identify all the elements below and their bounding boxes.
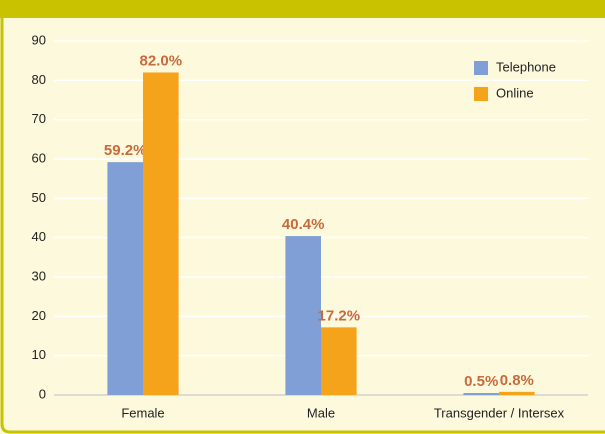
- bar: [285, 236, 321, 395]
- bar: [143, 72, 179, 395]
- x-tick-label: Transgender / Intersex: [434, 405, 565, 420]
- y-tick-label: 40: [32, 229, 46, 244]
- y-tick-label: 20: [32, 308, 46, 323]
- bar: [463, 393, 499, 395]
- bar: [321, 327, 357, 395]
- y-tick-label: 10: [32, 347, 46, 362]
- legend-label: Online: [496, 85, 534, 100]
- x-tick-label: Male: [307, 405, 335, 420]
- y-tick-label: 80: [32, 72, 46, 87]
- legend-label: Telephone: [496, 59, 556, 74]
- value-label: 82.0%: [140, 52, 183, 69]
- bar: [499, 391, 535, 395]
- y-tick-label: 90: [32, 32, 46, 47]
- value-label: 0.8%: [500, 372, 534, 389]
- value-label: 0.5%: [464, 373, 498, 390]
- legend-swatch: [474, 61, 488, 75]
- y-tick-label: 50: [32, 190, 46, 205]
- y-tick-label: 30: [32, 268, 46, 283]
- y-tick-label: 70: [32, 111, 46, 126]
- y-tick-label: 0: [39, 386, 46, 401]
- value-label: 59.2%: [104, 142, 147, 159]
- bar: [107, 162, 143, 395]
- x-tick-label: Female: [121, 405, 164, 420]
- y-tick-label: 60: [32, 150, 46, 165]
- legend-swatch: [474, 87, 488, 101]
- value-label: 40.4%: [282, 216, 325, 233]
- value-label: 17.2%: [318, 307, 361, 324]
- header-band: [0, 0, 605, 18]
